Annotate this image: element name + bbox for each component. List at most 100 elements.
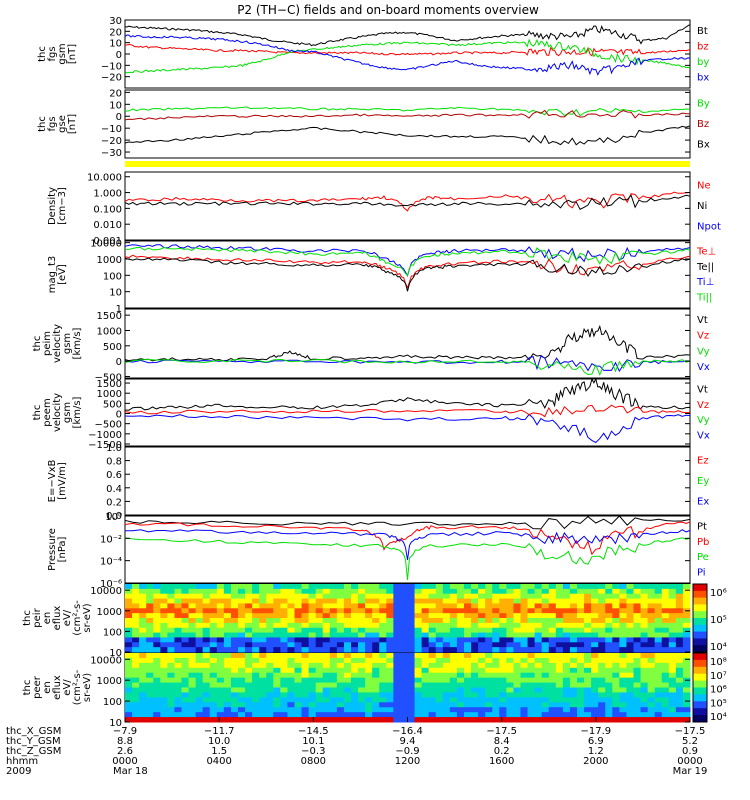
spectrogram-cell <box>216 653 225 659</box>
spectrogram-cell <box>308 672 317 679</box>
spectrogram-cell <box>647 608 656 614</box>
spectrogram-cell <box>647 667 656 674</box>
spectrogram-cell <box>654 653 663 659</box>
spectrogram-cell <box>407 613 416 619</box>
spectrogram-cell <box>372 647 380 653</box>
spectrogram-cell <box>400 657 408 664</box>
spectrogram-cell <box>612 647 620 653</box>
spectrogram-cell <box>675 677 684 684</box>
spectrogram-cell <box>266 653 274 659</box>
spectrogram-cell <box>365 687 373 693</box>
spectrogram-cell <box>682 662 691 669</box>
spectrogram-cell <box>238 692 246 698</box>
spectrogram-cell <box>266 622 274 629</box>
spectrogram-cell <box>407 622 416 629</box>
spectrogram-cell <box>202 702 211 708</box>
spectrogram-cell <box>569 622 578 629</box>
y-tick-label: 1000 <box>97 676 122 687</box>
spectrogram-cell <box>181 637 190 643</box>
spectrogram-cell <box>301 584 310 590</box>
spectrogram-cell <box>626 687 634 693</box>
spectrogram-cell <box>661 697 670 703</box>
spectrogram-cell <box>294 588 303 595</box>
spectrogram-cell <box>209 657 218 664</box>
spectrogram-cell <box>577 667 585 674</box>
spectrogram-cell <box>252 697 260 703</box>
spectrogram-cell <box>541 692 550 698</box>
spectrogram-cell <box>591 692 599 698</box>
spectrogram-cell <box>471 707 479 713</box>
spectrogram-cell <box>675 702 684 708</box>
spectrogram-cell <box>449 697 458 703</box>
spectrogram-cell <box>456 647 465 653</box>
spectrogram-cell <box>464 702 472 708</box>
colorbar-segment <box>693 653 707 661</box>
spectrogram-cell <box>654 593 663 600</box>
spectrogram-cell <box>195 697 204 703</box>
spectrogram-cell <box>266 667 274 674</box>
spectrogram-cell <box>605 647 613 653</box>
spectrogram-cell <box>407 702 416 708</box>
spectrogram-cell <box>478 653 486 659</box>
legend-entry: Vt <box>697 315 708 326</box>
spectrogram-cell <box>393 588 401 595</box>
spectrogram-cell <box>421 662 430 669</box>
series-temperature-1 <box>124 246 691 277</box>
spectrogram-cell <box>619 622 627 629</box>
spectrogram-cell <box>315 627 324 634</box>
spectrogram-cell <box>365 662 373 669</box>
spectrogram-cell <box>315 603 324 609</box>
spectrogram-cell <box>442 657 451 664</box>
spectrogram-cell <box>464 642 472 648</box>
spectrogram-cell <box>351 618 359 624</box>
spectrogram-cell <box>647 613 656 619</box>
spectrogram-cell <box>584 632 592 638</box>
spectrogram-cell <box>626 702 634 708</box>
spectrogram-cell <box>569 598 578 604</box>
spectrogram-cell <box>407 677 416 684</box>
spectrogram-cell <box>351 647 359 653</box>
spectrogram-cell <box>626 642 634 648</box>
spectrogram-cell <box>160 642 168 648</box>
spectrogram-cell <box>478 662 486 669</box>
spectrogram-cell <box>485 712 493 718</box>
spectrogram-cell <box>534 637 543 643</box>
spectrogram-cell <box>442 608 451 614</box>
spectrogram-cell <box>506 613 514 619</box>
spectrogram-cell <box>266 637 274 643</box>
spectrogram-cell <box>591 657 599 664</box>
spectrogram-cell <box>167 608 175 614</box>
spectrogram-cell <box>393 672 401 679</box>
spectrogram-cell <box>654 702 663 708</box>
spectrogram-cell <box>139 593 147 600</box>
spectrogram-cell <box>661 637 670 643</box>
series-density-1 <box>124 194 691 210</box>
spectrogram-cell <box>569 667 578 674</box>
spectrogram-cell <box>414 632 423 638</box>
spectrogram-cell <box>230 717 239 723</box>
spectrogram-cell <box>435 657 444 664</box>
spectrogram-cell <box>280 588 288 595</box>
spectrogram-cell <box>435 697 444 703</box>
series-line <box>124 38 691 74</box>
spectrogram-cell <box>591 608 599 614</box>
spectrogram-cell <box>428 593 437 600</box>
spectrogram-cell <box>372 618 380 624</box>
spectrogram-cell <box>541 637 550 643</box>
spectrogram-cell <box>633 692 642 698</box>
spectrogram-cell <box>626 697 634 703</box>
spectrogram-cell <box>633 657 642 664</box>
spectrogram-cell <box>386 603 394 609</box>
legend-entry: Te⊥ <box>696 247 716 258</box>
spectrogram-cell <box>541 608 550 614</box>
spectrogram-cell <box>654 717 663 723</box>
spectrogram-cell <box>527 653 536 659</box>
spectrogram-cell <box>379 632 387 638</box>
spectrogram-cell <box>294 608 303 614</box>
spectrogram-cell <box>619 653 627 659</box>
spectrogram-cell <box>492 632 500 638</box>
series-fgs_gsm-3 <box>124 34 691 76</box>
spectrogram-cell <box>209 603 218 609</box>
spectrogram-cell <box>238 687 246 693</box>
